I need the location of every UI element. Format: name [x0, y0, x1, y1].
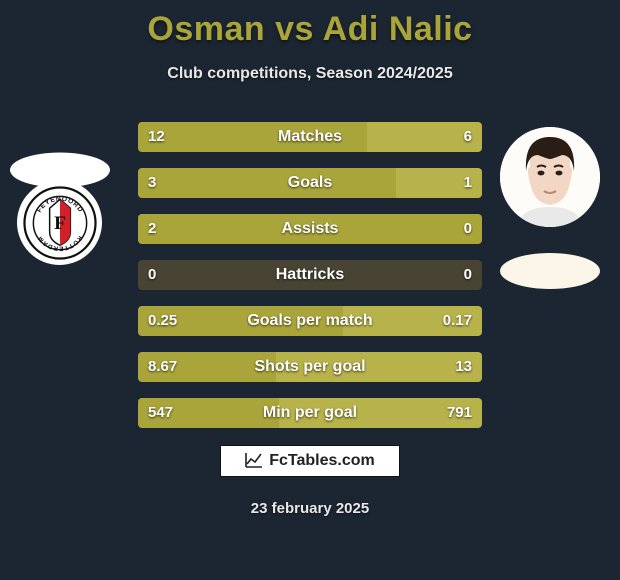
stat-row: Matches126 — [138, 122, 482, 152]
stat-row: Goals31 — [138, 168, 482, 198]
stat-row: Assists20 — [138, 214, 482, 244]
date-label: 23 february 2025 — [0, 500, 620, 517]
bar-left-segment — [138, 214, 482, 244]
comparison-bars: Matches126 Goals31 Assists20 Hattricks0 0 Goa… — [138, 122, 482, 444]
bar-left-segment — [138, 122, 367, 152]
brand-chart-icon — [245, 452, 263, 471]
club-badge-left: F FEYENOORD ROTTERDAM — [17, 180, 102, 265]
bar-left-segment — [138, 352, 276, 382]
bar-right-segment — [343, 306, 482, 336]
page-title: Osman vs Adi Nalic — [0, 0, 620, 49]
bar-left-segment — [138, 398, 279, 428]
bar-left-segment — [138, 168, 396, 198]
bar-right-segment — [279, 398, 482, 428]
brand-footer[interactable]: FcTables.com — [220, 445, 400, 477]
bar-right-segment — [276, 352, 482, 382]
stat-row: Hattricks0 0 — [138, 260, 482, 290]
stat-value-right: 0 — [454, 260, 482, 290]
feyenoord-logo-icon: F FEYENOORD ROTTERDAM — [23, 186, 97, 260]
bar-right-segment — [367, 122, 482, 152]
subtitle: Club competitions, Season 2024/2025 — [0, 65, 620, 83]
stat-row: Shots per goal8.6713 — [138, 352, 482, 382]
player-right-avatar — [500, 127, 600, 227]
brand-label: FcTables.com — [269, 452, 375, 470]
bar-left-segment — [138, 306, 343, 336]
club-badge-right-placeholder — [500, 253, 600, 289]
svg-text:F: F — [54, 212, 66, 233]
stat-value-left: 0 — [138, 260, 166, 290]
stat-label: Hattricks — [138, 260, 482, 290]
stat-row: Min per goal547791 — [138, 398, 482, 428]
bar-right-segment — [396, 168, 482, 198]
stat-row: Goals per match0.250.17 — [138, 306, 482, 336]
